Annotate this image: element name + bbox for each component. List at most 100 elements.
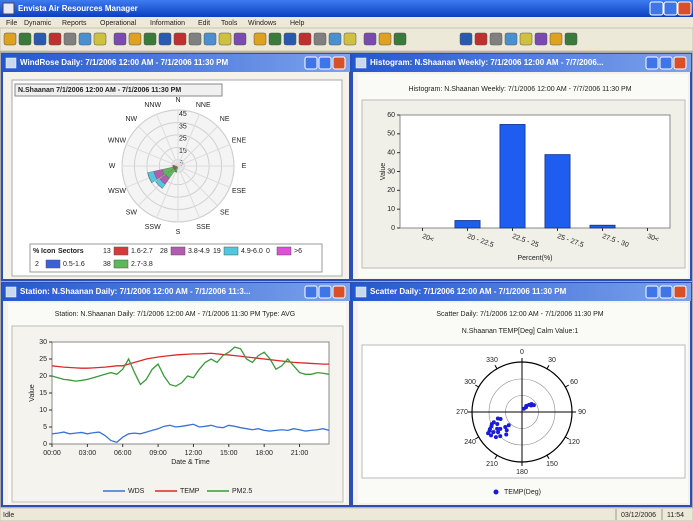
x-tick-label: 09:00	[149, 450, 167, 457]
toolbar-button[interactable]	[113, 32, 127, 46]
minimize-button[interactable]	[645, 56, 659, 70]
minimize-button[interactable]	[645, 285, 659, 299]
toolbar-button[interactable]	[268, 32, 282, 46]
toolbar-button[interactable]	[363, 32, 377, 46]
toolbar-button[interactable]	[3, 32, 17, 46]
toolbar-button[interactable]	[474, 32, 488, 46]
rose-spoke	[138, 126, 179, 167]
toolbar-button[interactable]	[233, 32, 247, 46]
legend-swatch	[113, 259, 129, 269]
legend-header: %	[33, 248, 40, 255]
direction-label: NNW	[144, 102, 161, 109]
minimize-button[interactable]	[304, 285, 318, 299]
window-icon	[5, 57, 17, 69]
legend-swatch	[223, 246, 239, 256]
toolbar-button[interactable]	[128, 32, 142, 46]
toolbar-button[interactable]	[33, 32, 47, 46]
toolbar-button[interactable]	[393, 32, 407, 46]
toolbar-button[interactable]	[48, 32, 62, 46]
menu-item[interactable]: Windows	[248, 20, 277, 27]
menu-item[interactable]: Information	[150, 20, 185, 27]
plot-area	[399, 114, 671, 229]
rose-spoke	[177, 114, 200, 167]
toolbar-button[interactable]	[93, 32, 107, 46]
window-title: Station: N.Shaanan Daily: 7/1/2006 12:00…	[20, 287, 250, 296]
close-button[interactable]	[332, 285, 346, 299]
close-button[interactable]	[673, 56, 687, 70]
toolbar-button[interactable]	[459, 32, 473, 46]
rose-spoke	[126, 144, 179, 167]
angle-tick-label: 150	[546, 461, 558, 468]
toolbar-button[interactable]	[63, 32, 77, 46]
toolbar-button[interactable]	[18, 32, 32, 46]
angle-tick	[474, 384, 479, 388]
toolbar-button[interactable]	[343, 32, 357, 46]
x-tick-label: 03:00	[79, 450, 97, 457]
toolbar-button[interactable]	[283, 32, 297, 46]
toolbar-button[interactable]	[253, 32, 267, 46]
chart-title: Scatter Daily: 7/1/2006 12:00 AM - 7/1/2…	[436, 311, 603, 318]
y-tick-label: 40	[387, 150, 395, 157]
toolbar-button[interactable]	[489, 32, 503, 46]
app-icon	[2, 2, 15, 15]
toolbar-button[interactable]	[218, 32, 232, 46]
toolbar-button[interactable]	[188, 32, 202, 46]
chart-subtitle: N.Shaanan TEMP[Deg] Calm Value:1	[462, 328, 579, 335]
scatter-point	[503, 425, 508, 430]
menu-item[interactable]: Reports	[62, 20, 87, 27]
toolbar-button[interactable]	[158, 32, 172, 46]
app-title: Envista Air Resources Manager	[18, 4, 138, 13]
x-tick-label: 15:00	[220, 450, 238, 457]
window-title: Histogram: N.Shaanan Weekly: 7/1/2006 12…	[370, 58, 603, 67]
legend-percent: 38	[103, 261, 111, 268]
toolbar-button[interactable]	[534, 32, 548, 46]
menu-item[interactable]: Help	[290, 20, 305, 27]
toolbar-button[interactable]	[313, 32, 327, 46]
data-line	[51, 423, 330, 444]
direction-label: SSW	[145, 224, 161, 231]
toolbar-button[interactable]	[298, 32, 312, 46]
maximize-button[interactable]	[659, 285, 673, 299]
maximize-button[interactable]	[659, 56, 673, 70]
maximize-button[interactable]	[663, 1, 678, 16]
toolbar-button[interactable]	[173, 32, 187, 46]
minimize-button[interactable]	[649, 1, 664, 16]
menu-item[interactable]: File	[6, 20, 17, 27]
minimize-button[interactable]	[304, 56, 318, 70]
scatter-point	[529, 403, 534, 408]
toolbar-button[interactable]	[378, 32, 392, 46]
menu-item[interactable]: Operational	[100, 20, 137, 27]
menu-item[interactable]: Dynamic	[24, 20, 52, 27]
toolbar-button[interactable]	[328, 32, 342, 46]
angle-tick	[494, 455, 498, 460]
y-tick-label: 25	[39, 356, 47, 363]
menu-item[interactable]: Tools	[221, 20, 238, 27]
angle-tick-label: 0	[520, 349, 524, 356]
status-time: 11:54	[667, 512, 684, 519]
data-line	[51, 346, 330, 387]
direction-label: NE	[220, 116, 230, 123]
chart-title: Histogram: N.Shaanan Weekly: 7/1/2006 12…	[408, 86, 631, 93]
toolbar-button[interactable]	[549, 32, 563, 46]
close-button[interactable]	[677, 1, 692, 16]
legend-label: PM2.5	[232, 488, 252, 495]
direction-label: E	[242, 163, 247, 170]
toolbar-button[interactable]	[504, 32, 518, 46]
close-button[interactable]	[332, 56, 346, 70]
maximize-button[interactable]	[318, 285, 332, 299]
toolbar-button[interactable]	[143, 32, 157, 46]
legend-percent: 13	[103, 248, 111, 255]
scatter-point	[491, 430, 496, 435]
toolbar-button[interactable]	[519, 32, 533, 46]
angle-tick	[565, 436, 570, 440]
y-tick-label: 60	[387, 112, 395, 119]
toolbar-button[interactable]	[564, 32, 578, 46]
rose-spoke	[177, 165, 200, 218]
maximize-button[interactable]	[318, 56, 332, 70]
toolbar-button[interactable]	[78, 32, 92, 46]
menu-item[interactable]: Edit	[198, 20, 210, 27]
angle-tick-label: 180	[516, 469, 528, 476]
close-button[interactable]	[673, 285, 687, 299]
toolbar-button[interactable]	[203, 32, 217, 46]
angle-tick-label: 120	[568, 439, 580, 446]
